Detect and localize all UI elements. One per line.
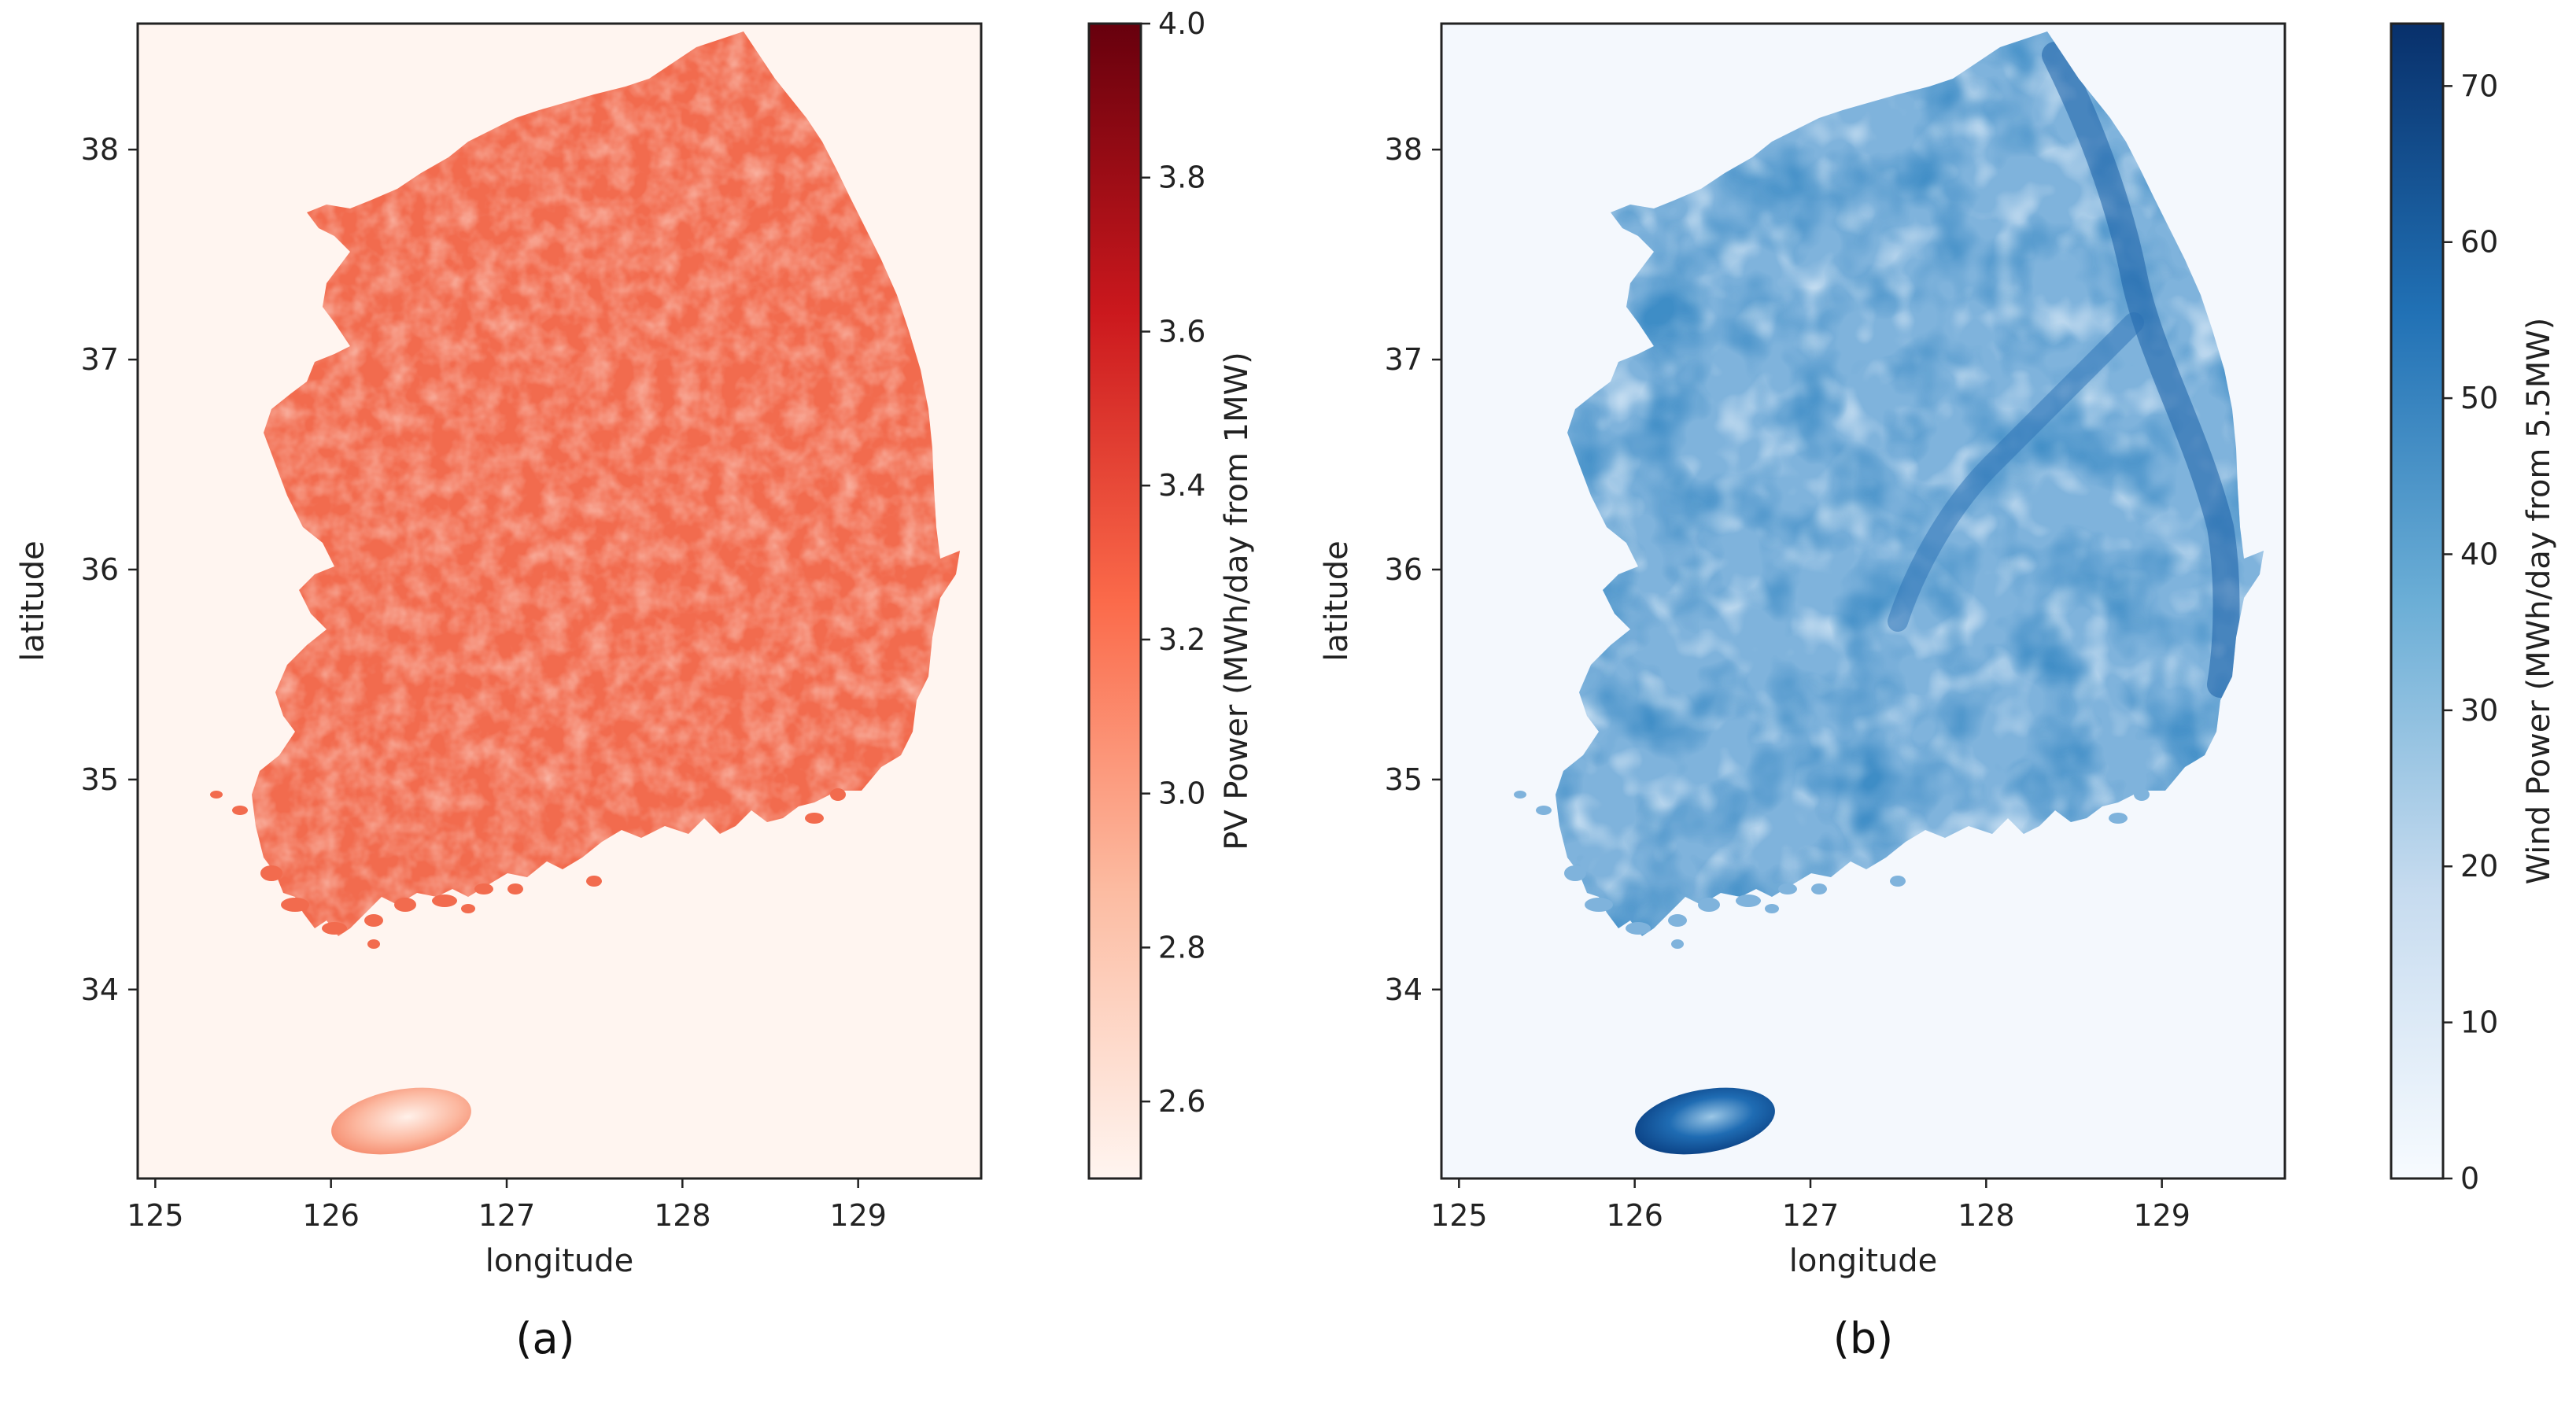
ridge-band xyxy=(2042,42,2240,698)
y-tick-label: 38 xyxy=(81,132,119,167)
island xyxy=(394,898,416,912)
colorbar-gradient xyxy=(1087,22,1142,1180)
y-tick-label: 34 xyxy=(1385,972,1423,1007)
island xyxy=(1765,904,1779,913)
y-axis-label: latitude xyxy=(15,540,51,661)
jeju-island xyxy=(1635,1087,1775,1155)
x-tick-label: 128 xyxy=(654,1198,711,1233)
colorbar-tick-label: 10 xyxy=(2460,1005,2498,1040)
plot-area: 125 126 127 128 129 34 35 36 37 38 longitude latitu… xyxy=(15,22,983,1279)
island xyxy=(2109,813,2128,824)
island xyxy=(461,904,475,913)
y-tick-label: 35 xyxy=(1385,762,1423,797)
island xyxy=(432,894,457,907)
y-tick-label: 35 xyxy=(81,762,119,797)
map-panel-a: 125 126 127 128 129 34 35 36 37 38 longitude latitu… xyxy=(15,6,1255,1363)
island xyxy=(1626,922,1651,935)
colorbar-tick-label: 3.6 xyxy=(1158,314,1205,349)
island xyxy=(1668,914,1687,927)
colorbar-tick-label: 60 xyxy=(2460,225,2498,260)
island xyxy=(260,865,282,881)
island xyxy=(1698,898,1720,912)
x-axis-label: longitude xyxy=(485,1243,633,1279)
island xyxy=(1811,883,1827,894)
colorbar-tick-label: 2.6 xyxy=(1158,1084,1205,1119)
panel-caption: (a) xyxy=(515,1314,574,1363)
x-tick-label: 127 xyxy=(478,1198,536,1233)
island xyxy=(367,939,380,949)
island xyxy=(507,883,523,894)
y-tick-label: 36 xyxy=(81,552,119,587)
colorbar-tick-label: 30 xyxy=(2460,693,2498,728)
colorbar-tick-label: 4.0 xyxy=(1158,6,1205,41)
y-tick-label: 37 xyxy=(1385,342,1423,377)
island xyxy=(1736,894,1761,907)
colorbar-label: Wind Power (MWh/day from 5.5MW) xyxy=(2521,318,2557,885)
plot-frame xyxy=(1440,22,2286,1180)
island xyxy=(1536,806,1552,815)
x-tick-label: 125 xyxy=(1430,1198,1488,1233)
colorbar-tick-label: 40 xyxy=(2460,537,2498,571)
island xyxy=(474,883,493,894)
x-axis-label: longitude xyxy=(1789,1243,1937,1279)
x-tick-label: 129 xyxy=(2133,1198,2190,1233)
colorbar-gradient xyxy=(2390,22,2445,1180)
island xyxy=(1564,865,1586,881)
colorbar-tick-label: 0 xyxy=(2460,1161,2479,1196)
island xyxy=(322,922,347,935)
colorbar-tick-label: 3.2 xyxy=(1158,622,1205,657)
island xyxy=(210,791,223,799)
colorbar: 2.6 2.8 3.0 3.2 3.4 3.6 3.8 4.0 PV Power (MWh/da… xyxy=(1087,6,1255,1180)
jeju-island xyxy=(331,1087,471,1155)
x-tick-label: 126 xyxy=(302,1198,360,1233)
island xyxy=(2134,788,2150,801)
map-panel-b: 125 126 127 128 129 34 35 36 37 38 longitude latitu… xyxy=(1319,22,2557,1363)
plot-area: 125 126 127 128 129 34 35 36 37 38 longitude latitu… xyxy=(1319,22,2286,1279)
y-tick-label: 36 xyxy=(1385,552,1423,587)
plot-frame xyxy=(136,22,983,1180)
x-tick-label: 129 xyxy=(829,1198,887,1233)
x-tick-label: 127 xyxy=(1782,1198,1840,1233)
colorbar-label: PV Power (MWh/day from 1MW) xyxy=(1219,352,1255,850)
island xyxy=(586,876,602,887)
colorbar-tick-label: 70 xyxy=(2460,68,2498,103)
island xyxy=(1671,939,1684,949)
island xyxy=(232,806,248,815)
island xyxy=(805,813,824,824)
colorbar-tick-label: 2.8 xyxy=(1158,930,1205,965)
y-tick-label: 38 xyxy=(1385,132,1423,167)
island xyxy=(830,788,846,801)
y-tick-label: 37 xyxy=(81,342,119,377)
island xyxy=(1585,898,1613,912)
island xyxy=(364,914,383,927)
y-axis-label: latitude xyxy=(1319,540,1355,661)
y-tick-label: 34 xyxy=(81,972,119,1007)
x-tick-label: 125 xyxy=(127,1198,184,1233)
colorbar-tick-label: 50 xyxy=(2460,381,2498,415)
panel-caption: (b) xyxy=(1833,1314,1893,1363)
island xyxy=(1514,791,1526,799)
island xyxy=(281,898,309,912)
island xyxy=(1778,883,1797,894)
colorbar-tick-label: 3.8 xyxy=(1158,160,1205,195)
x-tick-label: 128 xyxy=(1958,1198,2015,1233)
x-tick-label: 126 xyxy=(1606,1198,1663,1233)
colorbar-tick-label: 3.4 xyxy=(1158,468,1205,503)
ridge-band-secondary xyxy=(1888,312,2144,632)
island xyxy=(1890,876,1906,887)
colorbar-tick-label: 20 xyxy=(2460,849,2498,883)
colorbar: 0 10 20 30 40 50 60 70 Wind Power (MWh/day from … xyxy=(2390,22,2557,1196)
colorbar-tick-label: 3.0 xyxy=(1158,776,1205,811)
